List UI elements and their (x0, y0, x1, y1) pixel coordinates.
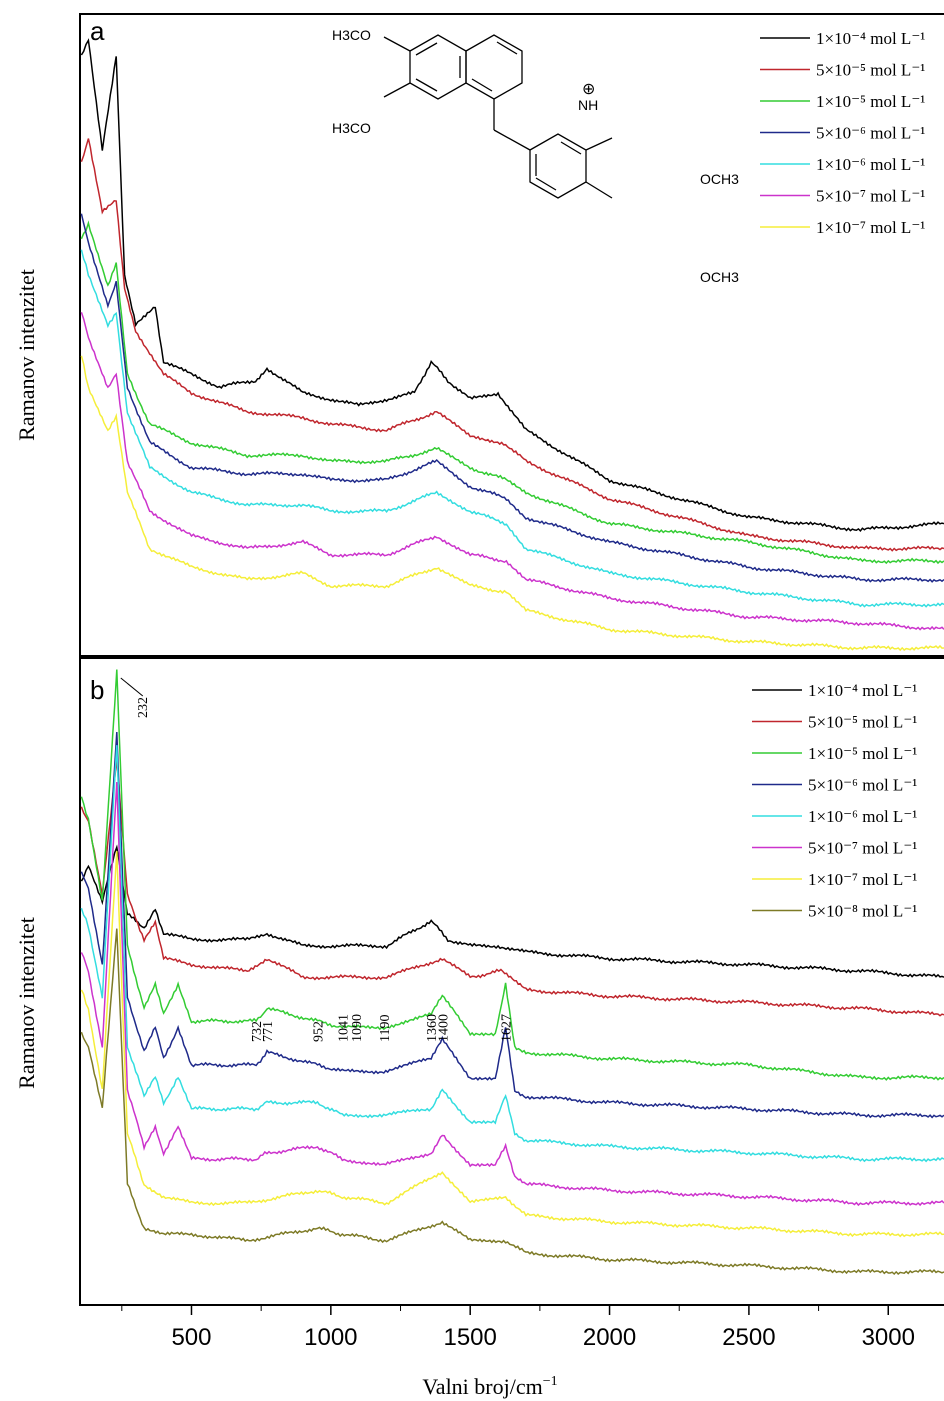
legend-label-6: 5×10⁻⁷ mol L⁻¹ (808, 839, 917, 858)
phenyl-double-bond-2 (535, 177, 557, 191)
methoxy-bond-3 (585, 137, 613, 151)
methoxy-bond-4 (585, 181, 613, 199)
pyridinium-ring (465, 34, 523, 100)
benzo-double-bond-1 (415, 42, 438, 56)
dimethoxyphenyl-ring (529, 133, 587, 199)
panel-b-label: b (90, 675, 104, 705)
benzo-ring (409, 34, 467, 100)
annotation-leader-232 (120, 677, 144, 697)
papaverine-structure (383, 34, 613, 199)
panel-b-series-line-4 (80, 731, 944, 1119)
panel-a-series-line-3 (80, 220, 944, 565)
panel-a-series-line-1 (80, 38, 944, 533)
annotation-label-1627: 1627 (500, 1014, 515, 1042)
structure-label-nh: NH (578, 97, 598, 113)
panel-b-series-line-3 (80, 669, 944, 1081)
annotation-label-771: 771 (261, 1021, 276, 1042)
x-tick-label-500: 500 (171, 1324, 211, 1351)
legend-label-4: 5×10⁻⁶ mol L⁻¹ (816, 124, 925, 143)
pyridinium-double-bond-1 (496, 41, 518, 55)
legend-label-8: 5×10⁻⁸ mol L⁻¹ (808, 902, 917, 921)
methoxy-bond-2 (383, 82, 411, 98)
legend-label-1: 1×10⁻⁴ mol L⁻¹ (816, 29, 925, 48)
panel-b-ylabel: Ramanov intenzitet (14, 917, 39, 1089)
panel-a-frame (79, 13, 944, 657)
legend-label-7: 1×10⁻⁷ mol L⁻¹ (808, 870, 917, 889)
panel-b-series-line-1 (80, 844, 944, 978)
annotation-label-1400: 1400 (436, 1014, 451, 1042)
structure-label-3: OCH3 (700, 171, 739, 187)
annotation-label-1090: 1090 (350, 1014, 365, 1042)
legend-label-7: 1×10⁻⁷ mol L⁻¹ (816, 218, 925, 237)
legend-label-5: 1×10⁻⁶ mol L⁻¹ (816, 155, 925, 174)
annotation-label-1190: 1190 (378, 1015, 393, 1042)
x-tick-label-2000: 2000 (583, 1324, 636, 1351)
panel-b-legend: 1×10⁻⁴ mol L⁻¹ 5×10⁻⁵ mol L⁻¹ 1×10⁻⁵ mol L… (752, 681, 917, 921)
legend-label-1: 1×10⁻⁴ mol L⁻¹ (808, 681, 917, 700)
panel-b-series-line-6 (80, 782, 944, 1207)
panel-b-series-group (80, 669, 944, 1276)
legend-label-6: 5×10⁻⁷ mol L⁻¹ (816, 187, 925, 206)
x-axis-title-text: Valni broj/cm (422, 1374, 542, 1399)
benzo-double-bond-3 (415, 78, 438, 92)
structure-label-1: H3CO (332, 27, 371, 43)
panel-b-frame (79, 657, 944, 1306)
legend-label-3: 1×10⁻⁵ mol L⁻¹ (808, 744, 917, 763)
legend-label-5: 1×10⁻⁶ mol L⁻¹ (808, 807, 917, 826)
x-axis-title-sup: −1 (543, 1374, 558, 1389)
legend-label-3: 1×10⁻⁵ mol L⁻¹ (816, 92, 925, 111)
annotation-label-952: 952 (311, 1021, 326, 1042)
legend-label-2: 5×10⁻⁵ mol L⁻¹ (808, 713, 917, 732)
legend-label-4: 5×10⁻⁶ mol L⁻¹ (808, 776, 917, 795)
panel-a-series-group (80, 38, 944, 652)
x-tick-label-3000: 3000 (862, 1324, 915, 1351)
annotation-label-1041: 1041 (336, 1014, 351, 1042)
panel-a-border (79, 13, 944, 657)
legend-label-2: 5×10⁻⁵ mol L⁻¹ (816, 61, 925, 80)
panel-a-label: a (90, 16, 105, 46)
x-tick-label-1000: 1000 (304, 1324, 357, 1351)
pyridinium-double-bond-2 (471, 78, 493, 92)
panel-a-series-line-2 (80, 138, 944, 552)
panel-b-series-line-7 (80, 851, 944, 1238)
methoxy-bond-1 (383, 36, 411, 52)
annotation-label-732: 732 (250, 1021, 265, 1042)
panel-b-border (79, 657, 944, 1306)
panel-a-series-line-6 (80, 312, 944, 631)
panel-a-ylabel: Ramanov intenzitet (14, 269, 39, 441)
panel-b-series-line-8 (80, 928, 944, 1276)
structure-labels: H3CO H3CO OCH3 OCH3 NH⊕ (332, 27, 739, 285)
panel-a-legend: 1×10⁻⁴ mol L⁻¹ 5×10⁻⁵ mol L⁻¹ 1×10⁻⁵ mol L… (760, 29, 925, 237)
ch2-bond-2 (493, 129, 531, 151)
x-tick-label-1500: 1500 (443, 1324, 496, 1351)
annotation-label-232: 232 (136, 697, 151, 718)
panel-a-series-line-7 (80, 355, 944, 652)
panel-b-series-line-2 (80, 759, 944, 1017)
x-tick-label-2500: 2500 (722, 1324, 775, 1351)
panel-a-series-line-5 (80, 249, 944, 608)
x-axis-title: Valni broj/cm−1 (422, 1374, 557, 1399)
panel-a-series-line-4 (80, 213, 944, 583)
structure-label-2: H3CO (332, 120, 371, 136)
panel-b-series-line-5 (80, 745, 944, 1163)
x-axis-ticks: 500 1000 1500 2000 2500 3000 (121, 1305, 915, 1351)
phenyl-double-bond-1 (560, 141, 582, 155)
annotation-label-1360: 1360 (425, 1014, 440, 1042)
structure-label-charge: ⊕ (582, 81, 595, 98)
structure-label-4: OCH3 (700, 269, 739, 285)
